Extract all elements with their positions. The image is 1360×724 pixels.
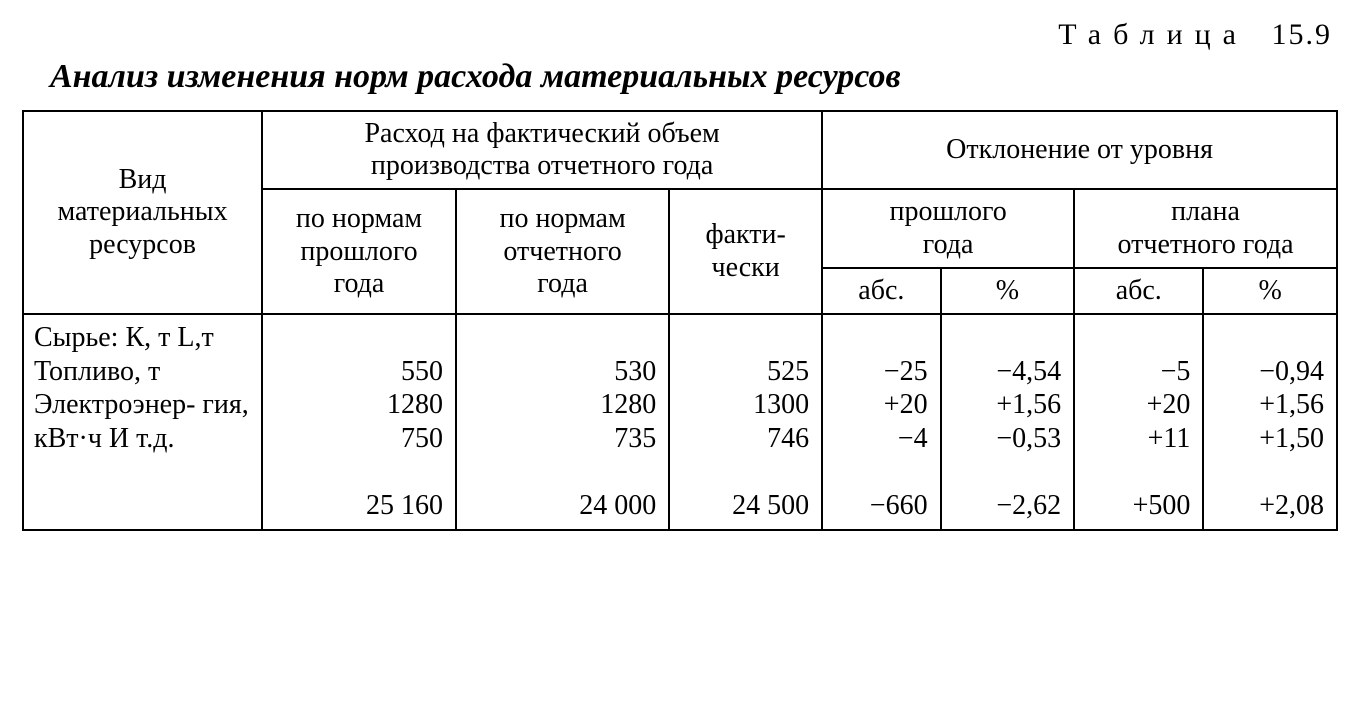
cell-labels: Сырье: К, т L,т Топливо, т Электроэнер- …: [23, 314, 262, 530]
header-dev-prev-abs: абс.: [822, 268, 940, 314]
header-dev-prev: прошлогогода: [822, 189, 1074, 267]
table-title: Анализ изменения норм расхода материальн…: [50, 58, 1338, 96]
header-dev-plan: планаотчетного года: [1074, 189, 1337, 267]
cell-dev-plan-abs: −5 +20 +11 +500: [1074, 314, 1203, 530]
table-number-line: Таблица 15.9: [22, 18, 1338, 52]
cell-curr-norm: 530 1280 735 24 000: [456, 314, 669, 530]
page: Таблица 15.9 Анализ изменения норм расхо…: [0, 0, 1360, 531]
header-curr-norm: по нормамотчетногогода: [456, 189, 669, 314]
cell-dev-prev-pct: −4,54 +1,56 −0,53 −2,62: [941, 314, 1075, 530]
header-dev-prev-pct: %: [941, 268, 1075, 314]
header-kind: Видматериальныхресурсов: [23, 111, 262, 314]
cell-prev-norm: 550 1280 750 25 160: [262, 314, 456, 530]
header-dev-plan-abs: абс.: [1074, 268, 1203, 314]
header-fact: факти-чески: [669, 189, 822, 314]
header-prev-norm: по нормампрошлогогода: [262, 189, 456, 314]
cell-fact: 525 1300 746 24 500: [669, 314, 822, 530]
table-number-label: Таблица: [1058, 18, 1248, 51]
header-dev-plan-pct: %: [1203, 268, 1337, 314]
cell-dev-prev-abs: −25 +20 −4 −660: [822, 314, 940, 530]
data-table: Видматериальныхресурсов Расход на фактич…: [22, 110, 1338, 531]
header-consumption: Расход на фактический объемпроизводства …: [262, 111, 822, 189]
header-deviation: Отклонение от уровня: [822, 111, 1337, 189]
table-number-value: 15.9: [1272, 18, 1333, 51]
cell-dev-plan-pct: −0,94 +1,56 +1,50 +2,08: [1203, 314, 1337, 530]
table-body-row: Сырье: К, т L,т Топливо, т Электроэнер- …: [23, 314, 1337, 530]
